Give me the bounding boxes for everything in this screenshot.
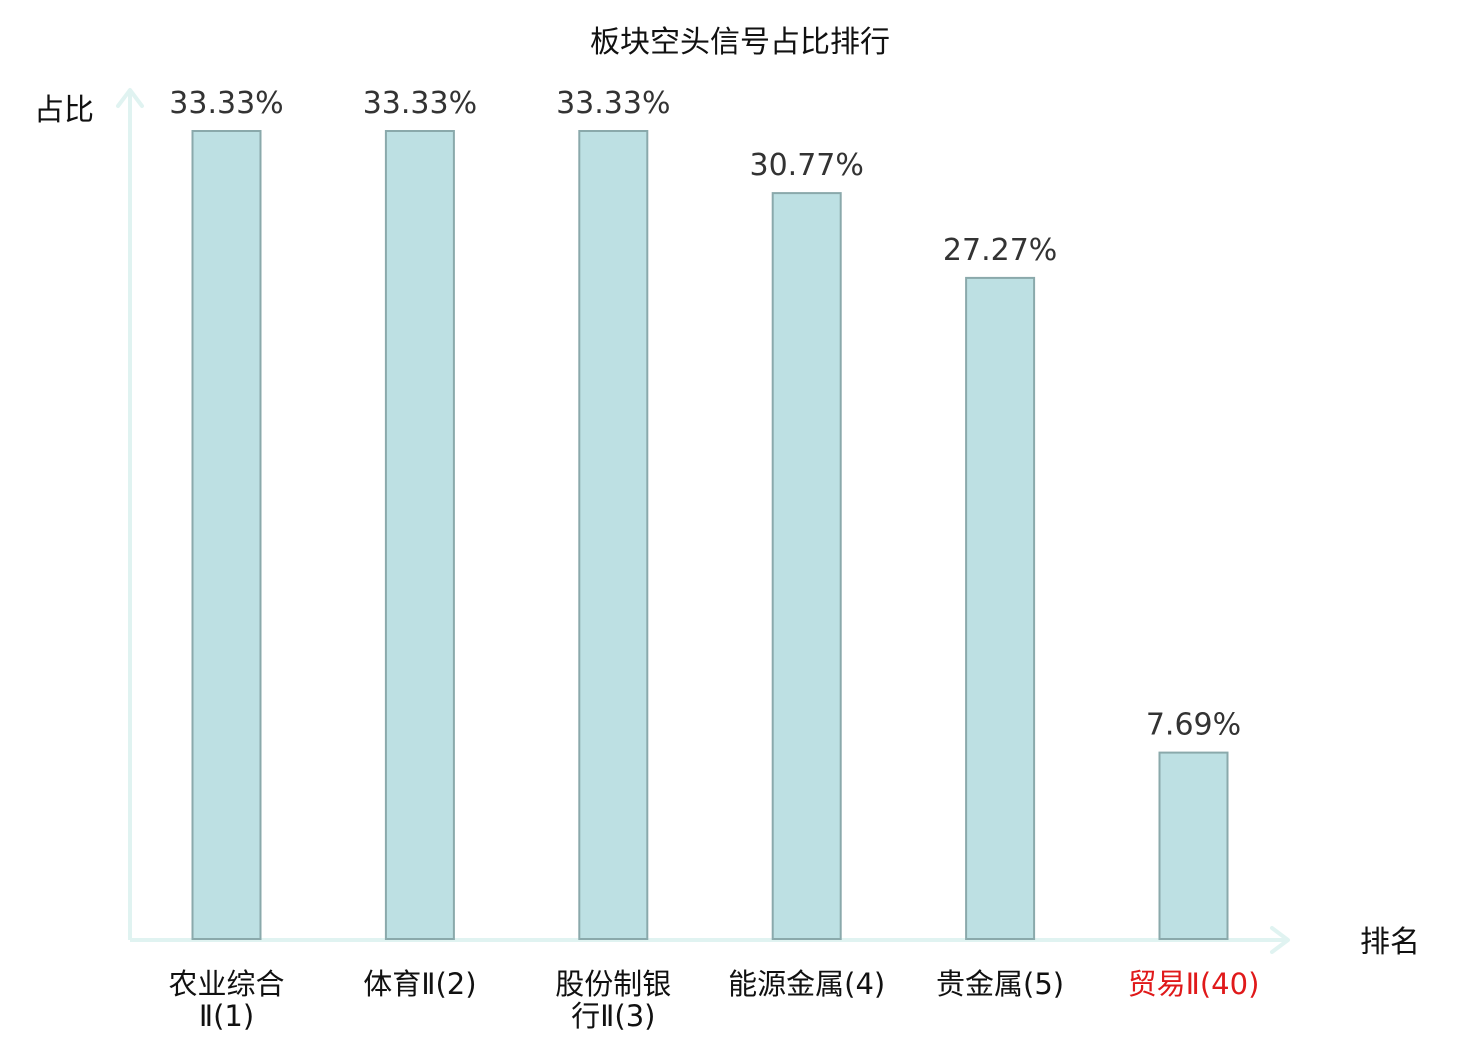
value-labels-group: 33.33% 33.33% 33.33% 30.77% 27.27% 7.69% [169,86,1241,743]
bar-6 [1158,751,1229,940]
category-label-4: 能源金属(4) [728,967,885,1001]
value-label-4: 30.77% [750,148,864,183]
bar-3 [578,130,649,940]
y-axis-arrow [116,88,144,108]
value-label-3: 33.33% [556,86,670,121]
y-axis-label: 占比 [34,93,94,128]
category-label-1-line-1: 农业综合 [168,967,284,1001]
value-label-5: 27.27% [943,233,1057,268]
bars-group [191,130,1229,941]
bar-2 [384,130,455,940]
axes [116,88,1290,954]
value-label-6: 7.69% [1146,708,1241,743]
category-label-1-line-2: Ⅱ(1) [199,999,254,1033]
bar-4 [771,192,842,941]
category-label-3-line-1: 股份制银 [555,967,671,1001]
value-label-2: 33.33% [363,86,477,121]
bar-5 [965,276,1036,940]
category-label-5: 贵金属(5) [936,967,1064,1001]
bar-1 [191,130,262,940]
x-axis-arrow [1270,926,1290,954]
chart-title: 板块空头信号占比排行 [590,25,890,60]
value-label-1: 33.33% [169,86,283,121]
category-label-6: 贸易Ⅱ(40) [1128,967,1260,1001]
category-label-2: 体育Ⅱ(2) [363,967,476,1001]
category-label-3-line-2: 行Ⅱ(3) [571,999,655,1033]
x-axis-label: 排名 [1360,925,1420,960]
